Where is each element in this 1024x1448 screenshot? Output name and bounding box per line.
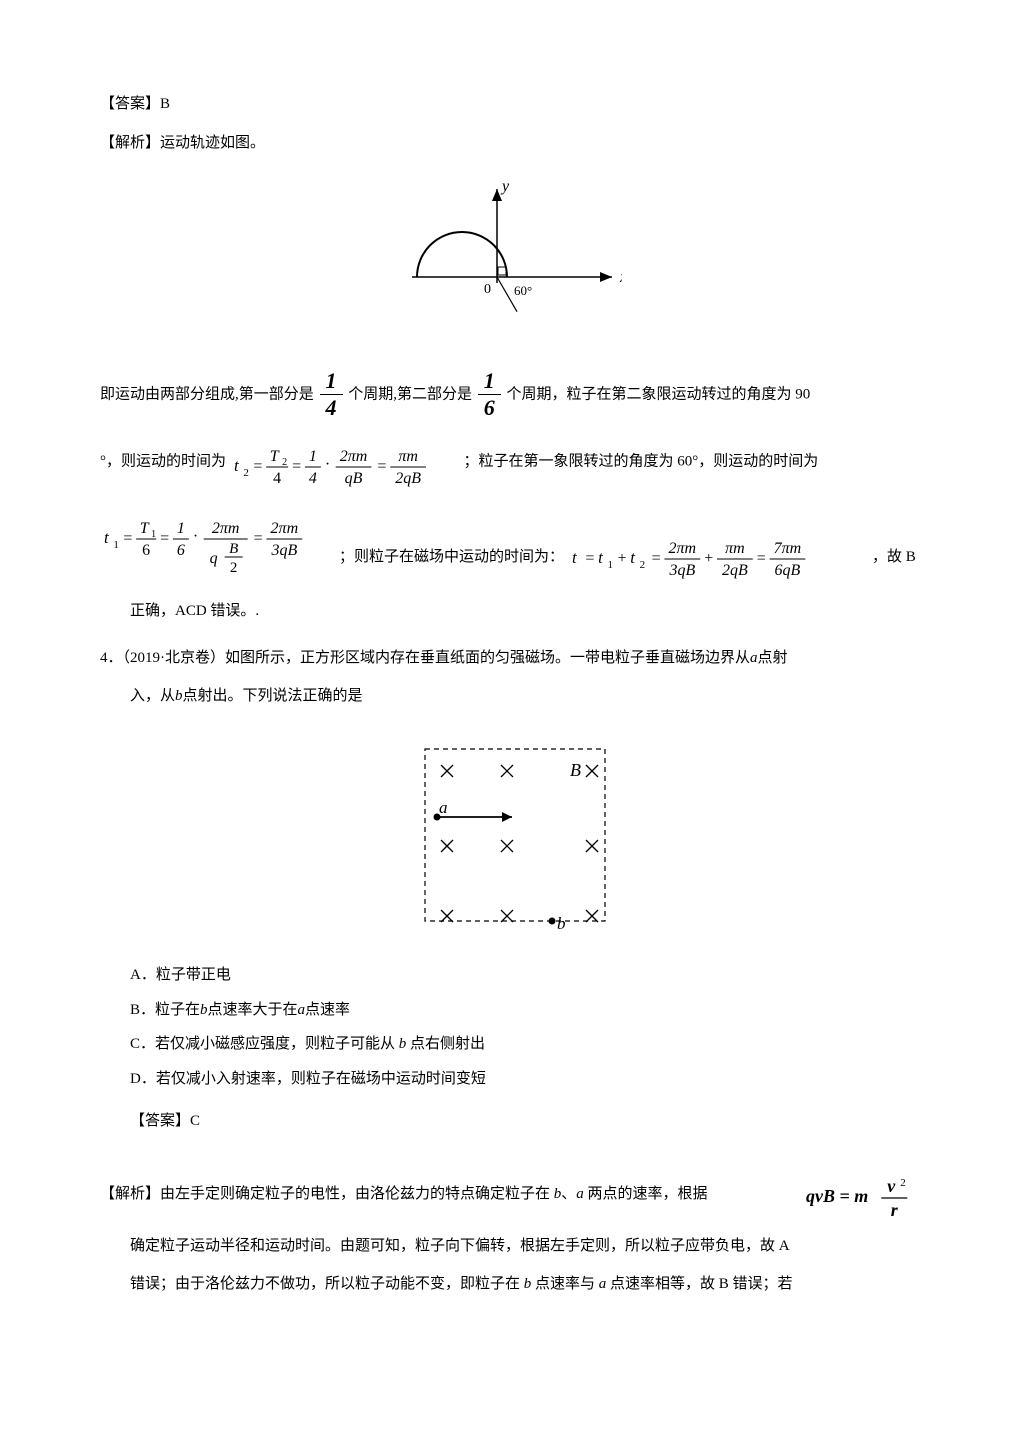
- svg-text:1: 1: [151, 529, 156, 540]
- svg-text:2πm: 2πm: [340, 448, 368, 465]
- svg-text:2πm: 2πm: [271, 520, 299, 537]
- explain-2-row: 【解析】由左手定则确定粒子的电性，由洛伦兹力的特点确定粒子在 b、a 两点的速率…: [100, 1166, 924, 1222]
- svg-text:3qB: 3qB: [270, 542, 297, 559]
- explain-2-line2: 确定粒子运动半径和运动时间。由题可知，粒子向下偏转，根据左手定则，所以粒子应带负…: [100, 1232, 924, 1261]
- svg-text:t: t: [104, 528, 110, 547]
- svg-text:+: +: [618, 550, 627, 567]
- para-t1-row: t1=T16=16·2πmqB2=2πm3qB ；则粒子在磁场中运动的时间为： …: [100, 503, 924, 583]
- svg-text:2qB: 2qB: [722, 562, 748, 579]
- svg-text:3qB: 3qB: [668, 562, 695, 579]
- figure-square-field: Ba b: [100, 731, 924, 942]
- svg-text:y: y: [500, 178, 510, 195]
- svg-text:1: 1: [608, 559, 614, 571]
- para-conclusion: 正确，ACD 错误。.: [100, 597, 924, 626]
- svg-text:·: ·: [193, 528, 198, 545]
- choice-D: D．若仅减小入射速率，则粒子在磁场中运动时间变短: [130, 1065, 924, 1094]
- choice-A: A．粒子带正电: [130, 961, 924, 990]
- svg-text:2: 2: [640, 559, 646, 571]
- svg-text:4: 4: [309, 470, 317, 487]
- svg-text:+: +: [704, 550, 713, 567]
- svg-text:=: =: [254, 530, 263, 547]
- svg-text:2: 2: [282, 457, 287, 468]
- svg-text:=: =: [585, 550, 594, 567]
- svg-text:πm: πm: [725, 540, 745, 557]
- svg-text:2πm: 2πm: [669, 540, 697, 557]
- svg-text:2: 2: [900, 1177, 906, 1189]
- svg-text:πm: πm: [398, 448, 418, 465]
- svg-text:1: 1: [177, 520, 185, 537]
- svg-text:B: B: [570, 760, 581, 780]
- svg-text:t: t: [234, 456, 240, 475]
- answer-1: 【答案】B: [100, 90, 924, 119]
- svg-text:=: =: [652, 550, 661, 567]
- svg-text:=: =: [757, 550, 766, 567]
- svg-text:2: 2: [243, 467, 249, 479]
- svg-text:q: q: [210, 550, 218, 567]
- q4-line1: 4．（2019·北京卷）如图所示，正方形区域内存在垂直纸面的匀强磁场。一带电粒子…: [100, 644, 924, 673]
- svg-text:2πm: 2πm: [212, 520, 240, 537]
- svg-text:=: =: [160, 530, 169, 547]
- svg-text:t: t: [572, 548, 578, 567]
- svg-text:=: =: [292, 458, 301, 475]
- svg-text:6: 6: [177, 542, 185, 559]
- svg-text:x: x: [619, 269, 622, 286]
- svg-text:2qB: 2qB: [395, 470, 421, 487]
- explain-2-line3: 错误；由于洛伦兹力不做功，所以粒子动能不变，即粒子在 b 点速率与 a 点速率相…: [100, 1270, 924, 1299]
- svg-text:·: ·: [325, 456, 330, 473]
- svg-text:=: =: [253, 458, 262, 475]
- svg-text:B: B: [229, 541, 238, 557]
- explain-1-head: 【解析】运动轨迹如图。: [100, 129, 924, 158]
- figure-trajectory: 60° x y 0: [100, 177, 924, 348]
- svg-text:60°: 60°: [514, 283, 532, 298]
- svg-text:b: b: [557, 914, 566, 931]
- svg-text:t: t: [598, 548, 604, 567]
- svg-text:=: =: [123, 530, 132, 547]
- svg-text:qB: qB: [344, 470, 362, 487]
- svg-text:1: 1: [113, 539, 119, 551]
- answer-2: 【答案】C: [100, 1107, 924, 1136]
- svg-text:a: a: [439, 798, 448, 817]
- svg-text:0: 0: [484, 282, 491, 297]
- svg-text:7πm: 7πm: [774, 540, 802, 557]
- choice-B: B．粒子在b点速率大于在a点速率: [130, 996, 924, 1025]
- svg-text:2: 2: [230, 560, 238, 576]
- svg-text:qvB = m: qvB = m: [806, 1186, 868, 1206]
- svg-text:r: r: [891, 1200, 899, 1220]
- svg-text:6: 6: [142, 542, 150, 559]
- svg-text:T: T: [140, 520, 150, 537]
- para-frac-line: 即运动由两部分组成,第一部分是 14 个周期,第二部分是 16 个周期，粒子在第…: [100, 368, 924, 422]
- svg-text:t: t: [630, 548, 636, 567]
- para-t2: °，则运动的时间为 t2=T24=14·2πmqB=πm2qB ；粒子在第一象限…: [100, 431, 924, 493]
- svg-text:T: T: [269, 448, 279, 465]
- svg-text:=: =: [377, 458, 386, 475]
- q4-line2: 入，从b点射出。下列说法正确的是: [100, 682, 924, 711]
- svg-text:4: 4: [273, 470, 281, 487]
- svg-text:6qB: 6qB: [775, 562, 801, 579]
- svg-text:1: 1: [309, 448, 317, 465]
- svg-text:v: v: [887, 1176, 896, 1196]
- choice-C: C．若仅减小磁感应强度，则粒子可能从 b 点右侧射出: [130, 1030, 924, 1059]
